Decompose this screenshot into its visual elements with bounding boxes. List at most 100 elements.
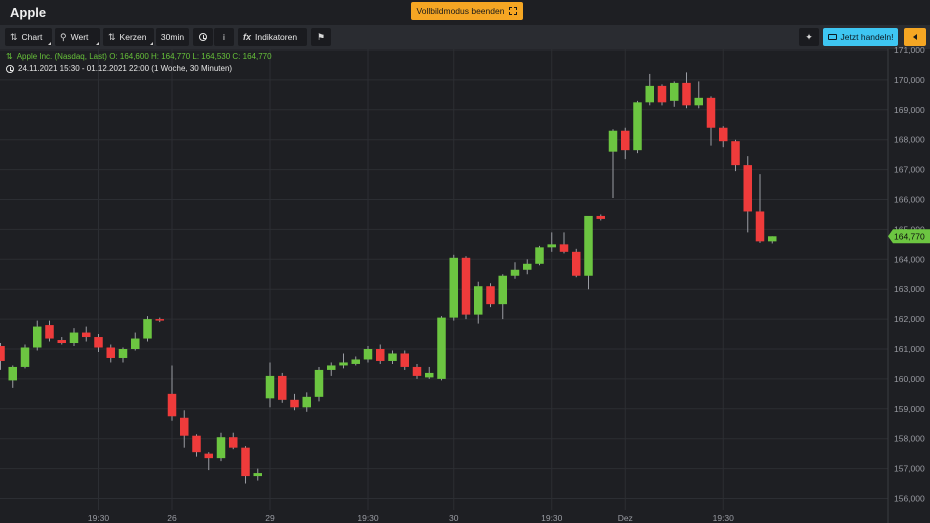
candle-body [376,349,385,361]
indicators-label: Indikatoren [255,32,298,42]
candle-body [45,325,54,339]
trade-now-button[interactable]: Jetzt handeln! [823,28,898,46]
dropdown-corner-icon [96,42,99,45]
candles-icon: ⇅ [10,31,18,42]
candles-button[interactable]: ⇅ Kerzen [103,28,154,46]
x-tick-label: 19:30 [541,513,563,523]
y-tick-label: 157,000 [894,464,925,474]
candle-body [82,332,91,338]
time-button[interactable] [193,28,213,46]
y-tick-label: 161,000 [894,344,925,354]
candle-body [216,437,226,459]
candlestick-icon: ⇅ [108,31,116,42]
y-tick-label: 169,000 [894,105,925,115]
bookmark-button[interactable]: ⚑ [311,28,331,46]
candle-body [523,263,532,270]
candle-body [486,286,495,305]
app-title: Apple [10,5,47,20]
candle-body [314,369,324,397]
collapse-panel-button[interactable] [904,28,926,46]
candle-body [33,326,42,348]
quote-line: Apple Inc. (Nasdaq, Last) O: 164,600 H: … [16,52,272,61]
search-icon: ⚲ [60,31,67,42]
x-tick-label: 19:30 [713,513,735,523]
value-search-button[interactable]: ⚲ Wert [55,28,100,46]
candle-body [547,244,556,248]
magic-button[interactable]: ✦ [799,28,819,46]
candle-body [69,332,79,344]
trade-label: Jetzt handeln! [840,32,894,42]
candle-body [167,393,177,417]
candle-body [351,359,360,364]
candle-body [425,372,434,378]
clock-icon [199,33,207,41]
interval-button[interactable]: 30min [156,28,189,46]
candle-body [57,340,66,344]
candle-body [8,366,17,381]
exit-fullscreen-button[interactable]: Vollbildmodus beenden [411,2,523,20]
y-tick-label: 158,000 [894,434,925,444]
indicators-button[interactable]: fx Indikatoren [238,28,307,46]
candle-body [327,365,336,370]
range-line: 24.11.2021 15:30 - 01.12.2021 22:00 (1 W… [18,64,233,73]
y-tick-label: 156,000 [894,494,925,504]
candle-body [388,353,397,361]
dropdown-corner-icon [150,42,153,45]
quote-info: ⇅ Apple Inc. (Nasdaq, Last) O: 164,600 H… [6,52,272,61]
candle-body [155,319,164,321]
y-tick-label: 166,000 [894,195,925,205]
y-tick-label: 160,000 [894,374,925,384]
candle-body [94,337,103,348]
last-price-label: 164,770 [894,231,925,241]
info-button[interactable]: i [214,28,234,46]
candle-body [106,347,115,358]
candle-body [180,417,189,436]
y-tick-label: 164,000 [894,254,925,264]
candle-body [682,82,691,106]
candle-body [118,349,128,358]
y-tick-label: 163,000 [894,284,925,294]
candle-body [20,347,30,367]
x-tick-label: Dez [618,513,633,523]
candle-body [559,244,569,252]
candle-body [621,130,630,151]
candles-small-icon: ⇅ [6,52,13,61]
chart-type-button[interactable]: ⇅ Chart [5,28,52,46]
function-icon: fx [243,32,252,42]
candle-body [608,130,618,152]
candle-body [657,85,667,103]
y-tick-label: 170,000 [894,75,925,85]
candle-body [278,375,287,400]
candle-body [253,473,262,477]
chart-toolbar: ⇅ Chart ⚲ Wert ⇅ Kerzen 30min i fx Indik… [0,25,930,49]
value-label: Wert [70,32,89,42]
candle-body [131,338,140,349]
candle-body [768,236,777,242]
fullscreen-icon [508,6,519,16]
candle-body [510,269,520,276]
title-bar: Apple Vollbildmodus beenden [0,0,930,25]
chevron-left-icon [913,34,917,40]
exit-fullscreen-label: Vollbildmodus beenden [416,6,505,16]
candle-body [584,215,593,276]
candle-body [449,257,458,318]
candle-body [694,97,703,106]
candle-body [743,165,752,212]
x-tick-label: 19:30 [88,513,110,523]
candle-body [265,375,275,399]
candle-body [437,317,446,379]
candle-body [192,435,201,453]
y-tick-label: 162,000 [894,314,925,324]
clock-icon [6,64,14,73]
candle-body [0,346,5,361]
x-tick-label: 30 [449,513,459,523]
y-tick-label: 171,000 [894,45,925,55]
y-tick-label: 159,000 [894,404,925,414]
candle-body [731,141,740,166]
candle-body [461,257,471,315]
x-tick-label: 19:30 [357,513,379,523]
candle-body [339,362,348,366]
range-info: 24.11.2021 15:30 - 01.12.2021 22:00 (1 W… [6,64,232,73]
candle-body [706,97,716,128]
